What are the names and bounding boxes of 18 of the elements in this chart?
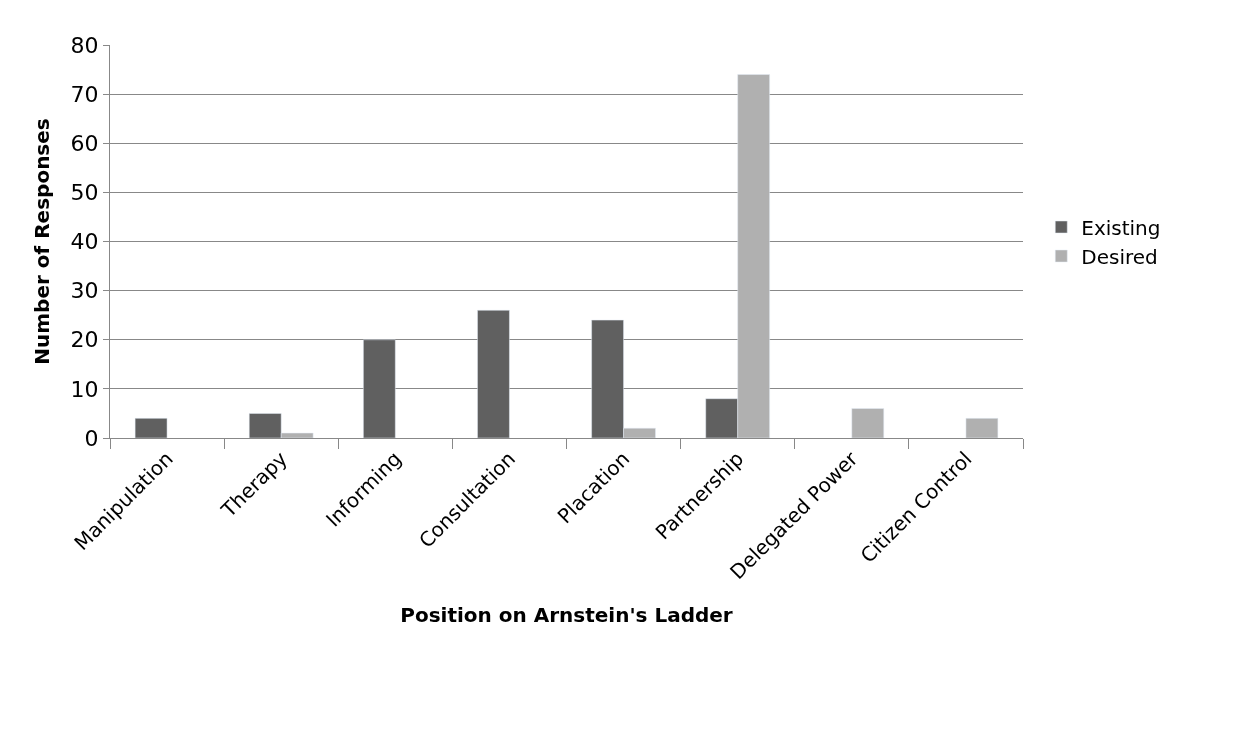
y-tick-label: 30 [70, 278, 99, 304]
y-tick-label: 70 [70, 81, 99, 107]
y-axis-title: Number of Responses [30, 118, 55, 365]
y-tick-label: 40 [70, 229, 99, 255]
y-tick-label: 0 [84, 425, 99, 451]
y-tick-label: 10 [70, 376, 99, 402]
bar [965, 418, 999, 438]
y-tick-label: 50 [70, 180, 99, 206]
x-axis-title: Position on Arnstein's Ladder [400, 603, 733, 628]
y-tick-label: 60 [70, 130, 99, 156]
bar [851, 408, 885, 438]
bar [363, 339, 396, 438]
bar [477, 310, 510, 438]
legend-label: Desired [1081, 244, 1158, 269]
y-tick-label: 20 [70, 327, 99, 353]
legend-label: Existing [1081, 215, 1161, 240]
bar [134, 418, 168, 438]
y-tick-label: 80 [70, 32, 99, 58]
